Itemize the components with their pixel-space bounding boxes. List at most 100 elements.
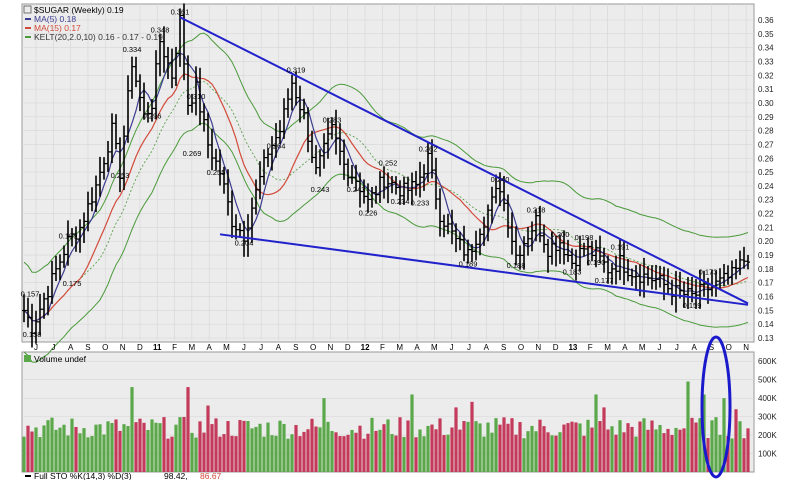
x-axis: J J A S O N D 11 F M A M J J A S O N D 12 F M A M J J A S O N D 13 F M A M J… [34,343,749,352]
volume-bar [226,421,230,472]
volume-bar [642,418,646,472]
volume-bar [398,417,402,472]
volume-bar [250,428,254,472]
volume-bar [422,436,426,472]
volume-bar [450,427,454,472]
trendline-upper [179,16,749,305]
volume-bar [322,398,326,472]
volume-bar [478,423,482,472]
volume-tick-label: 100K [758,450,777,459]
volume-bar [74,427,78,472]
y-tick-label: 0.14 [758,320,774,329]
price-annotation: 0.264 [267,142,286,151]
volume-bars [22,381,750,472]
price-annotation: 0.283 [323,115,342,124]
x-tick-label: J [34,343,38,352]
x-tick-label: O [518,343,524,352]
volume-bar [22,436,26,472]
volume-bar [686,381,690,472]
y-tick-label: 0.17 [758,279,774,288]
volume-bar [454,407,458,472]
x-tick-label: A [622,343,628,352]
volume-bar [34,427,38,472]
volume-bar [646,429,650,472]
volume-bar [166,438,170,472]
volume-bar [498,424,502,472]
x-tick-label: J [242,343,246,352]
ma15-legend-label: MA(15) 0.17 [34,23,81,33]
volume-bar [218,436,222,472]
x-tick-label: O [726,343,732,352]
volume-bar [650,420,654,472]
volume-bar [154,422,158,472]
volume-bar [94,424,98,472]
volume-bar [658,424,662,472]
price-annotation: 0.157 [21,290,40,299]
price-annotation: 0.177 [595,276,614,285]
price-annotation: 0.240 [491,175,510,184]
trendline-lower [219,233,749,306]
volume-bar [618,420,622,472]
volume-tick-label: 200K [758,431,777,440]
volume-bar [198,421,202,472]
volume-bar [390,433,394,472]
volume-bar [114,419,118,472]
volume-bar [558,432,562,472]
volume-bar [598,421,602,472]
volume-tick-label: 500K [758,376,777,385]
volume-bar [294,425,298,472]
volume-bar [214,418,218,472]
y-tick-label: 0.13 [758,334,774,343]
kelt-middle-line [23,81,749,322]
price-legend: $SUGAR (Weekly) 0.19 MA(5) 0.18 MA(15) 0… [23,5,163,42]
x-tick-label: N [328,343,334,352]
volume-tick-label: 300K [758,413,777,422]
volume-bar [346,434,350,472]
volume-tick-label: 400K [758,394,777,403]
volume-bar [550,435,554,472]
volume-bar [726,436,730,472]
x-tick-label: F [588,343,593,352]
volume-bar [354,432,358,472]
price-annotation: 0.361 [171,8,190,17]
volume-bar [490,432,494,472]
volume-highlight-ellipse [700,335,732,479]
volume-bar [554,435,558,472]
volume-bar [410,394,414,472]
x-tick-label: M [223,343,230,352]
price-annotation: 0.198 [575,233,594,242]
y-tick-label: 0.25 [758,168,774,177]
volume-bar [514,434,518,472]
volume-bar [234,436,238,472]
price-annotation: 0.159 [683,301,702,310]
volume-bar [582,435,586,472]
y-tick-label: 0.21 [758,223,774,232]
volume-bar [438,418,442,472]
volume-bar [170,436,174,472]
x-tick-label: A [207,343,213,352]
x-tick-label: M [396,343,403,352]
volume-bar [394,435,398,472]
volume-bar [466,421,470,472]
volume-bar [190,432,194,472]
price-annotation: 0.296 [143,111,162,120]
volume-bar [714,417,718,472]
volume-bar [162,417,166,472]
volume-bar [722,398,726,472]
volume-bar [238,420,242,472]
volume-bar [302,431,306,472]
x-tick-label: J [658,343,662,352]
volume-bar [66,435,70,472]
volume-bar [182,416,186,472]
price-annotation: 0.269 [183,149,202,158]
y-tick-label: 0.32 [758,71,774,80]
volume-bar [430,424,434,472]
x-tick-label: A [414,343,420,352]
volume-bar [158,423,162,472]
volume-bar [342,436,346,472]
x-tick-label: S [709,343,714,352]
x-tick-label: A [691,343,697,352]
price-annotation: 0.191 [611,243,630,252]
x-tick-label: 11 [153,343,162,352]
